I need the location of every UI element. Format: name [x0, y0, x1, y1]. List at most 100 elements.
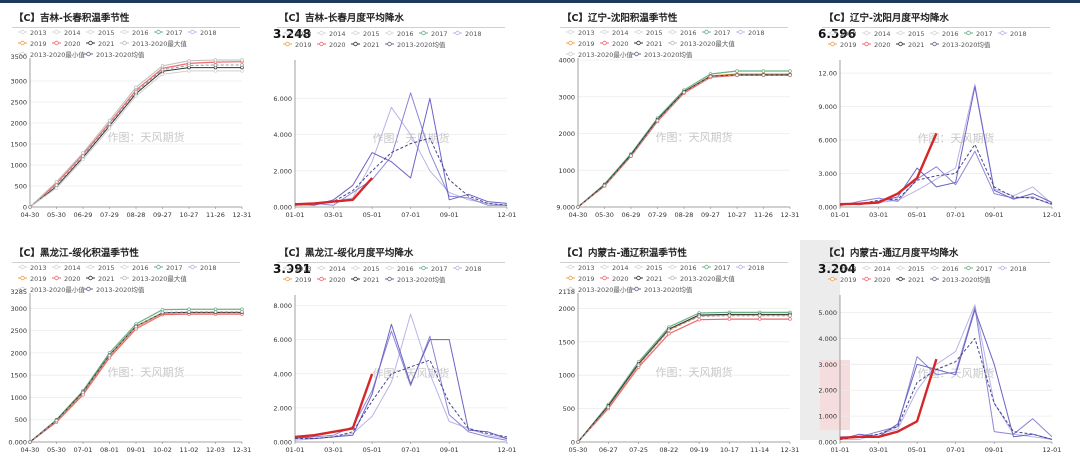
x-tick-label: 08-28 — [127, 211, 146, 219]
legend-label: 2015 — [363, 30, 380, 38]
y-tick-label: 2.000 — [273, 404, 292, 412]
y-tick-label: 2000 — [10, 349, 27, 357]
data-point — [160, 72, 165, 77]
chart-panel: 【C】黑龙江-绥化月度平均降水 3.991 2013 2014 2015 2016 20… — [265, 237, 535, 471]
x-tick-label: 11-02 — [180, 446, 199, 454]
series-line — [294, 177, 373, 206]
legend-marker — [421, 265, 426, 271]
chart-panel: 【C】内蒙古-通辽积温季节性 2013 2014 2015 2016 2017 2018 2… — [548, 237, 818, 471]
data-point — [54, 180, 59, 184]
chart-panel: 【C】辽宁-沈阳月度平均降水 6.596 2013 2014 2015 2016 201… — [810, 2, 1080, 236]
legend-label: 2018 — [200, 264, 217, 272]
legend-label: 2020 — [329, 41, 346, 49]
series-line — [294, 373, 374, 439]
latest-value: 6.596 — [818, 27, 856, 41]
y-tick-label: 1000 — [10, 394, 27, 402]
legend-marker — [568, 51, 573, 57]
legend-label: 2015 — [908, 30, 925, 38]
watermark: 作图：天风期货 — [108, 365, 185, 379]
legend-marker — [122, 40, 127, 46]
data-point — [160, 67, 165, 72]
x-tick-label: 12-01 — [1043, 446, 1062, 454]
legend-label: 2020 — [64, 40, 81, 48]
data-point — [107, 122, 112, 127]
legend-label: 2014 — [612, 29, 629, 37]
chart-panel: 【C】黑龙江-绥化积温季节性 2013 2014 2015 2016 2017 2018 2… — [0, 237, 270, 471]
data-point — [667, 332, 671, 336]
legend-label: 2013-2020均值 — [397, 275, 446, 284]
legend-label: 2018 — [200, 29, 217, 37]
x-tick-label: 04-30 — [569, 211, 588, 219]
data-point — [788, 73, 792, 77]
decorative-band-red — [820, 360, 850, 430]
x-tick-label: 07-01 — [401, 211, 420, 219]
y-tick-label: 3000 — [10, 305, 27, 313]
series-line — [294, 137, 508, 206]
data-point — [788, 313, 792, 318]
y-tick-label: 0.000 — [818, 439, 837, 447]
legend-label: 2014 — [612, 264, 629, 272]
x-tick-label: 07-01 — [946, 211, 965, 219]
legend-label: 2013-2020均值 — [397, 40, 446, 49]
data-point — [727, 313, 732, 318]
series-line — [839, 144, 1053, 206]
data-point — [240, 58, 244, 62]
data-point — [629, 154, 633, 158]
x-tick-label: 12-01 — [498, 211, 517, 219]
legend-marker — [190, 29, 195, 35]
title-rule — [822, 262, 1050, 263]
legend-label: 2013-2020均值 — [644, 50, 693, 59]
legend-label: 2021 — [363, 276, 380, 284]
y-tick-label: 0 — [23, 204, 27, 212]
legend-label: 2020 — [329, 276, 346, 284]
legend-label: 2018 — [748, 264, 765, 272]
data-point — [28, 205, 32, 209]
legend-label: 2013 — [295, 265, 312, 273]
legend-label: 2014 — [874, 265, 891, 273]
legend-marker — [932, 265, 937, 271]
y-tick-label: 0.000 — [273, 204, 292, 212]
legend-label: 2014 — [64, 264, 81, 272]
legend-marker — [353, 41, 358, 47]
watermark: 作图：天风期货 — [373, 131, 450, 145]
x-tick-label: 07-01 — [401, 446, 420, 454]
legend-label: 2018 — [465, 265, 482, 273]
data-point — [667, 328, 671, 333]
legend-marker — [54, 275, 59, 281]
data-point — [240, 69, 244, 73]
data-point — [788, 317, 792, 321]
chart-panel: 【C】辽宁-沈阳积温季节性 2013 2014 2015 2016 2017 2018 20… — [548, 2, 818, 236]
legend-marker — [1000, 30, 1005, 36]
legend-marker — [353, 265, 358, 271]
data-point — [655, 118, 660, 123]
legend-label: 2019 — [295, 276, 312, 284]
legend-label: 2013-2020最大值 — [132, 274, 187, 283]
data-point — [187, 59, 191, 63]
legend-label: 2021 — [98, 40, 115, 48]
watermark: 作图：天风期货 — [918, 131, 995, 145]
legend-marker — [353, 30, 358, 36]
legend-marker — [670, 29, 675, 35]
y-tick-label: 4.000 — [273, 131, 292, 139]
legend-label: 2017 — [166, 264, 183, 272]
legend-marker — [670, 275, 675, 281]
legend-label: 2017 — [431, 30, 448, 38]
legend-marker — [190, 264, 195, 270]
legend-marker — [864, 265, 869, 271]
legend-marker — [156, 264, 161, 270]
legend-label: 2013 — [578, 29, 595, 37]
legend-label: 2013-2020均值 — [644, 285, 693, 294]
legend-marker — [86, 286, 91, 292]
legend-marker — [20, 40, 25, 46]
x-tick-label: 12-31 — [233, 211, 252, 219]
chart-svg: 2013 2014 2015 2016 2017 2018 2019 2020 2021 2013… — [818, 265, 1062, 454]
x-tick-label: 12-31 — [781, 211, 800, 219]
legend-marker — [20, 51, 25, 57]
y-tick-label: 0 — [571, 439, 575, 447]
legend-marker — [864, 276, 869, 282]
y-tick-label: 0.000 — [818, 204, 837, 212]
legend-marker — [898, 41, 903, 47]
data-point — [213, 58, 218, 62]
legend-marker — [898, 30, 903, 36]
series-line — [839, 86, 1053, 206]
